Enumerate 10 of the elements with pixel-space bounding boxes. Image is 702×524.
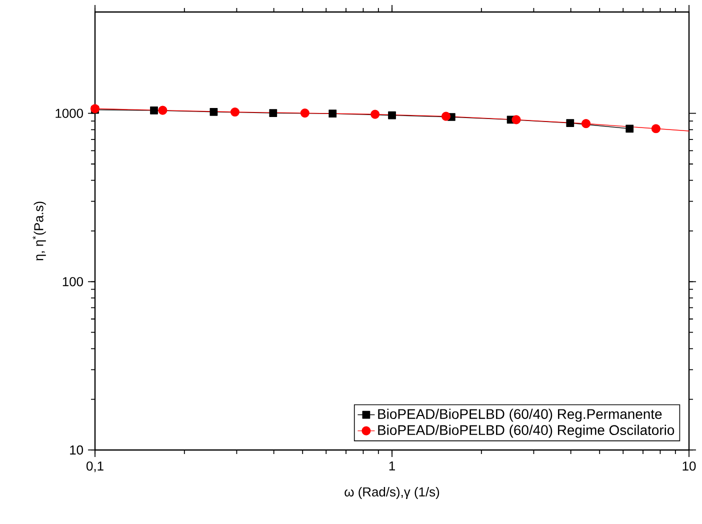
y-tick-label: 1000	[56, 108, 84, 118]
y-tick-label: 10	[70, 445, 84, 455]
y-axis-title: η, η$^{*}$(Pa.s)	[32, 202, 46, 260]
legend-label: BioPEAD/BioPELBD (60/40) Regime Oscilatorio	[378, 424, 674, 438]
x-axis-title: ω (Rad/s),γ (1/s)	[344, 486, 440, 500]
y-tick-label: 100	[62, 277, 84, 286]
x-tick-label: 0,1	[86, 461, 104, 472]
x-tick-label: 1	[389, 461, 395, 470]
legend-label: BioPEAD/BioPELBD (60/40) Reg.Permanente	[378, 408, 662, 422]
x-tick-label: 10	[682, 461, 696, 471]
